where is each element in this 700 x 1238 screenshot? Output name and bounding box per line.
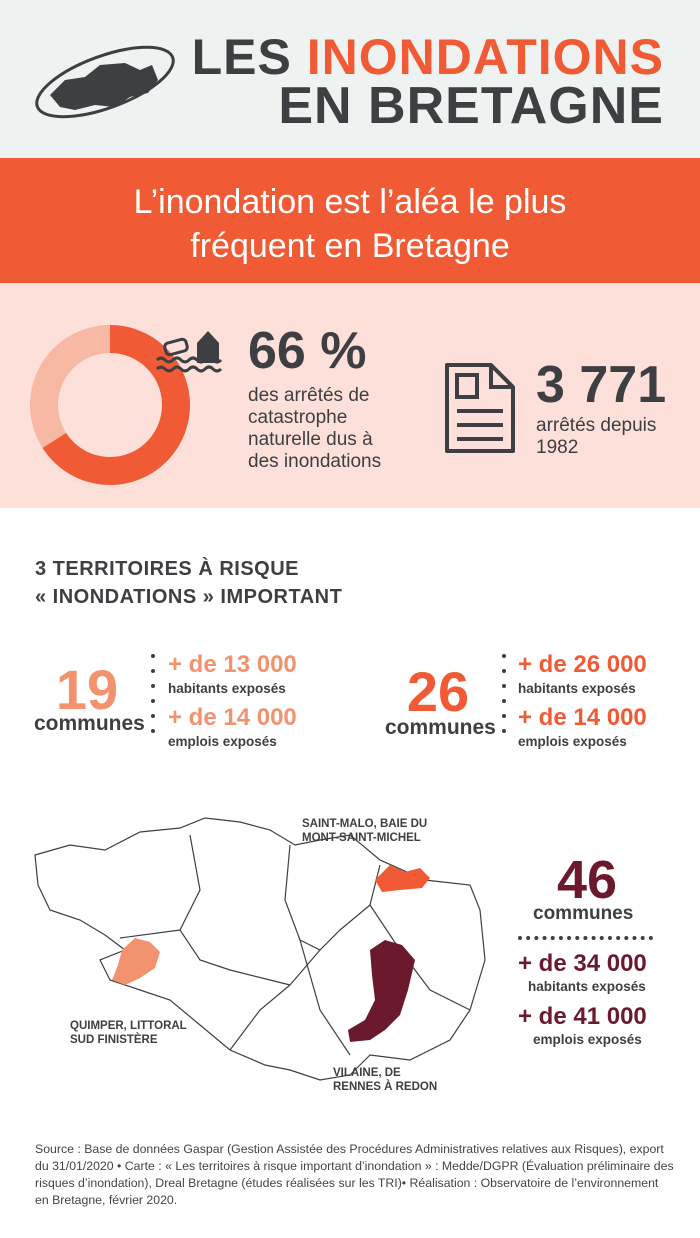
dotted-divider xyxy=(151,654,157,744)
territories-heading: 3 TERRITOIRES À RISQUE « INONDATIONS » IM… xyxy=(35,558,343,608)
percent-description: des arrêtés de catastrophe naturelle dus à… xyxy=(248,385,382,472)
territory-3-communes-label: communes xyxy=(533,903,634,924)
banner: L’inondation est l’aléa le plus fréquent… xyxy=(0,158,700,283)
key-figures: 66 % des arrêtés de catastrophe naturelle … xyxy=(0,283,700,508)
territory-1-emplois: + de 14 000 xyxy=(168,704,297,731)
title-line2: EN BRETAGNE xyxy=(278,77,664,135)
count-value: 3 771 xyxy=(536,356,667,414)
document-icon xyxy=(445,363,515,453)
map-label-saint-malo: SAINT-MALO, BAIE DU MONT-SAINT-MICHEL xyxy=(302,818,428,844)
donut-chart xyxy=(29,325,190,485)
territory-1-emplois-label: emplois exposés xyxy=(168,734,277,749)
territory-2-emplois-label: emplois exposés xyxy=(518,734,627,749)
dotted-divider xyxy=(502,654,508,744)
flood-icon xyxy=(155,331,223,373)
territory-3-habitants: + de 34 000 xyxy=(518,950,647,977)
territory-2-emplois: + de 14 000 xyxy=(518,704,647,731)
territory-3-habitants-label: habitants exposés xyxy=(528,979,646,994)
territory-1-habitants: + de 13 000 xyxy=(168,651,297,678)
territory-2-communes-label: communes xyxy=(385,716,496,739)
territory-1-habitants-label: habitants exposés xyxy=(168,681,286,696)
brittany-logo-icon xyxy=(35,45,175,119)
donut-segment-other xyxy=(29,325,110,448)
brittany-map xyxy=(34,817,486,1081)
territory-1-communes: 19 xyxy=(55,658,119,721)
territory-2-habitants-label: habitants exposés xyxy=(518,681,636,696)
vilaine-zone xyxy=(348,940,415,1042)
banner-line1: L’inondation est l’aléa le plus xyxy=(133,183,567,221)
territory-3-communes: 46 xyxy=(556,850,618,910)
title-line1: LES INONDATIONS xyxy=(191,29,664,85)
saint-malo-zone xyxy=(375,865,430,892)
territory-3-emplois-label: emplois exposés xyxy=(533,1032,642,1047)
territory-1-communes-label: communes xyxy=(34,712,145,735)
dotted-divider xyxy=(518,936,653,940)
source-note: Source : Base de données Gaspar (Gestion… xyxy=(35,1142,674,1207)
count-description: arrêtés depuis 1982 xyxy=(536,415,657,458)
banner-line2: fréquent en Bretagne xyxy=(190,227,510,265)
quimper-zone xyxy=(112,938,160,985)
map-label-vilaine: VILAINE, DE RENNES À REDON xyxy=(333,1067,438,1093)
territory-2-communes: 26 xyxy=(406,660,470,723)
percent-value: 66 % xyxy=(248,322,367,380)
territory-2-habitants: + de 26 000 xyxy=(518,651,647,678)
header: LES INONDATIONS EN BRETAGNE xyxy=(0,0,700,158)
map-label-quimper: QUIMPER, LITTORAL SUD FINISTÈRE xyxy=(70,1020,187,1046)
donut-segment-flood xyxy=(42,325,190,485)
territory-3-emplois: + de 41 000 xyxy=(518,1003,647,1030)
